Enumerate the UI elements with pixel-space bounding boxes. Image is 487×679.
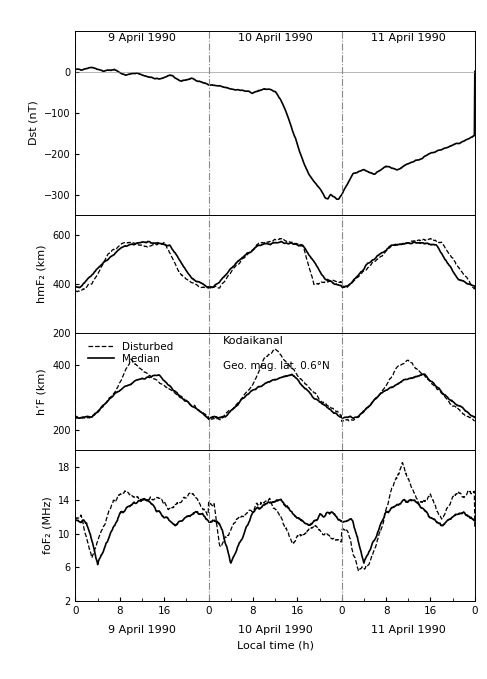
Text: 11 April 1990: 11 April 1990	[371, 625, 446, 635]
Text: 9 April 1990: 9 April 1990	[108, 33, 176, 43]
Text: Kodaikanal: Kodaikanal	[223, 336, 284, 346]
Legend: Disturbed, Median: Disturbed, Median	[85, 339, 177, 367]
Y-axis label: Dst (nT): Dst (nT)	[28, 100, 38, 145]
Y-axis label: foF₂ (MHz): foF₂ (MHz)	[43, 496, 53, 554]
Text: Geo. mag. lat. 0.6°N: Geo. mag. lat. 0.6°N	[223, 361, 330, 371]
X-axis label: Local time (h): Local time (h)	[237, 641, 314, 650]
Y-axis label: h’F (km): h’F (km)	[37, 368, 47, 415]
Text: 10 April 1990: 10 April 1990	[238, 33, 313, 43]
Text: 10 April 1990: 10 April 1990	[238, 625, 313, 635]
Y-axis label: hmF₂ (km): hmF₂ (km)	[37, 244, 47, 303]
Text: 11 April 1990: 11 April 1990	[371, 33, 446, 43]
Text: 9 April 1990: 9 April 1990	[108, 625, 176, 635]
